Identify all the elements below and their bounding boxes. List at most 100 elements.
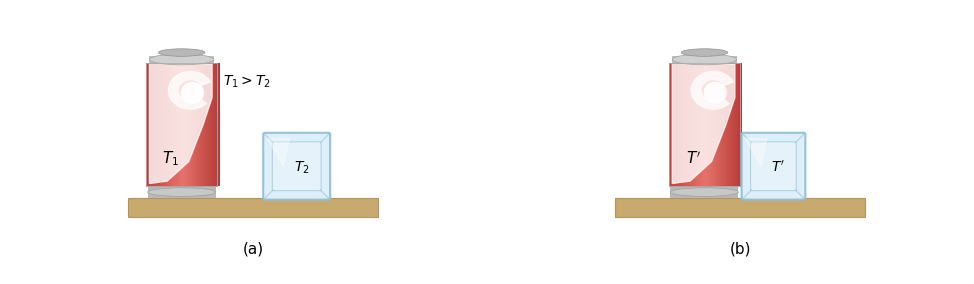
Bar bbox=[672, 63, 674, 186]
Bar bbox=[159, 63, 161, 186]
Bar bbox=[730, 63, 731, 186]
Bar bbox=[163, 63, 165, 186]
Bar bbox=[678, 63, 680, 186]
Polygon shape bbox=[692, 71, 733, 109]
Bar bbox=[687, 63, 689, 186]
Bar bbox=[157, 63, 159, 186]
Polygon shape bbox=[267, 139, 289, 166]
Bar bbox=[171, 63, 173, 186]
Polygon shape bbox=[672, 63, 734, 183]
Bar bbox=[685, 63, 688, 186]
FancyBboxPatch shape bbox=[751, 142, 797, 191]
Bar bbox=[205, 63, 206, 186]
Ellipse shape bbox=[670, 188, 738, 197]
Bar bbox=[684, 63, 686, 186]
Ellipse shape bbox=[181, 82, 204, 104]
Bar bbox=[703, 63, 705, 186]
Bar bbox=[711, 63, 713, 186]
Bar bbox=[732, 63, 735, 186]
Bar bbox=[179, 63, 181, 186]
Polygon shape bbox=[149, 63, 212, 183]
Bar bbox=[724, 63, 726, 186]
Bar bbox=[213, 63, 216, 186]
Bar bbox=[217, 63, 219, 186]
Bar bbox=[203, 63, 205, 186]
Text: $T_1$: $T_1$ bbox=[163, 150, 179, 168]
Bar bbox=[182, 63, 185, 186]
Bar bbox=[165, 63, 167, 186]
Ellipse shape bbox=[681, 49, 728, 56]
Text: $T'$: $T'$ bbox=[686, 151, 701, 167]
Bar bbox=[682, 63, 684, 186]
Bar bbox=[212, 63, 214, 186]
Bar bbox=[705, 63, 707, 186]
Bar bbox=[186, 63, 188, 186]
Bar bbox=[707, 63, 709, 186]
Bar bbox=[726, 63, 728, 186]
Bar bbox=[698, 63, 700, 186]
Bar bbox=[150, 63, 152, 186]
Bar bbox=[173, 63, 175, 186]
Bar bbox=[740, 63, 742, 186]
Bar bbox=[676, 63, 678, 186]
Bar bbox=[709, 63, 711, 186]
Bar bbox=[691, 63, 693, 186]
Bar bbox=[194, 63, 196, 186]
Bar bbox=[694, 63, 696, 186]
Bar bbox=[693, 63, 694, 186]
Ellipse shape bbox=[159, 49, 205, 56]
Ellipse shape bbox=[148, 188, 215, 197]
Bar bbox=[731, 63, 733, 186]
Bar bbox=[177, 63, 179, 186]
Bar bbox=[155, 63, 157, 186]
Bar bbox=[201, 63, 203, 186]
Bar bbox=[669, 63, 740, 186]
Bar bbox=[149, 56, 214, 63]
Bar bbox=[128, 198, 379, 218]
Bar bbox=[738, 63, 740, 186]
Bar bbox=[700, 63, 702, 186]
Text: $T_1 > T_2$: $T_1 > T_2$ bbox=[223, 74, 271, 90]
Bar bbox=[167, 63, 169, 186]
Bar bbox=[689, 63, 691, 186]
Bar bbox=[168, 63, 169, 186]
Ellipse shape bbox=[672, 54, 736, 65]
Bar bbox=[718, 63, 720, 186]
Bar bbox=[715, 63, 717, 186]
Text: $T_2$: $T_2$ bbox=[294, 159, 310, 176]
Bar bbox=[146, 63, 148, 186]
FancyBboxPatch shape bbox=[741, 133, 805, 200]
Bar bbox=[670, 63, 673, 186]
Bar bbox=[198, 63, 200, 186]
Bar bbox=[720, 63, 722, 186]
Bar bbox=[181, 63, 183, 186]
Bar bbox=[148, 186, 215, 198]
FancyBboxPatch shape bbox=[273, 142, 321, 191]
Bar bbox=[736, 63, 738, 186]
Bar bbox=[728, 63, 730, 186]
Bar bbox=[175, 63, 177, 186]
Bar bbox=[717, 63, 719, 186]
Bar bbox=[196, 63, 198, 186]
Bar bbox=[184, 63, 186, 186]
Text: (a): (a) bbox=[243, 242, 264, 257]
Bar bbox=[199, 63, 202, 186]
Bar bbox=[674, 63, 676, 186]
Text: (b): (b) bbox=[730, 242, 751, 257]
Bar bbox=[169, 63, 171, 186]
Bar bbox=[680, 63, 682, 186]
Text: $T'$: $T'$ bbox=[771, 160, 785, 175]
Bar bbox=[670, 186, 738, 198]
Bar bbox=[146, 63, 217, 186]
Polygon shape bbox=[746, 139, 767, 166]
Bar bbox=[188, 63, 190, 186]
Bar bbox=[734, 63, 736, 186]
Bar bbox=[701, 63, 704, 186]
Bar bbox=[669, 63, 671, 186]
Bar bbox=[210, 63, 212, 186]
Bar bbox=[153, 63, 155, 186]
Bar bbox=[206, 63, 208, 186]
Bar bbox=[208, 63, 210, 186]
Bar bbox=[722, 63, 724, 186]
Bar bbox=[672, 56, 736, 63]
